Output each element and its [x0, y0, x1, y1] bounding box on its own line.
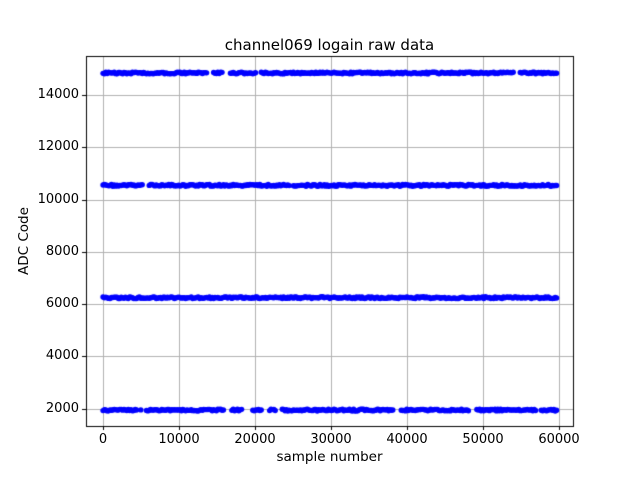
x-tick-label: 20000 [234, 432, 276, 447]
x-tick-label: 30000 [310, 432, 352, 447]
x-tick-label: 40000 [386, 432, 428, 447]
y-tick-label: 2000 [45, 400, 79, 416]
x-axis-label: sample number [276, 449, 383, 465]
y-tick-label: 10000 [37, 191, 79, 207]
x-tick-label: 10000 [158, 432, 200, 447]
y-tick-label: 12000 [37, 139, 79, 155]
x-tick-label: 60000 [538, 432, 580, 447]
y-tick-label: 8000 [45, 243, 79, 259]
x-tick-label: 0 [98, 432, 108, 447]
y-tick-label: 14000 [37, 87, 79, 103]
y-axis-label: ADC Code [16, 207, 32, 275]
y-tick-label: 4000 [45, 348, 79, 364]
chart-title: channel069 logain raw data [224, 36, 435, 54]
y-tick-label: 6000 [45, 296, 79, 312]
x-tick-label: 50000 [462, 432, 504, 447]
